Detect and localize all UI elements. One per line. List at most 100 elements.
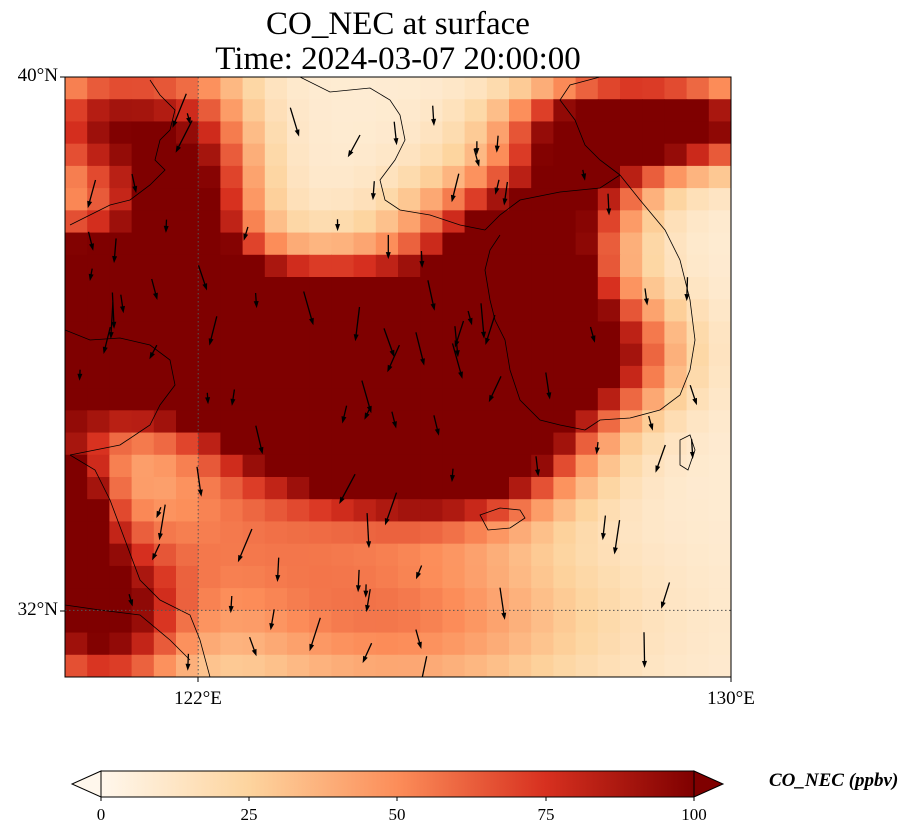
field-cell (176, 454, 199, 478)
field-cell (353, 343, 377, 367)
field-cell (420, 565, 443, 589)
field-cell (109, 477, 133, 500)
field-cell (131, 610, 155, 634)
field-cell (287, 654, 310, 677)
field-cell (420, 654, 443, 677)
field-cell (664, 188, 688, 211)
field-cell (420, 432, 443, 456)
field-cell (464, 77, 488, 100)
field-cell (420, 388, 443, 411)
field-cell (131, 143, 155, 167)
field-cell (198, 610, 221, 634)
field-cell (220, 232, 244, 256)
field-cell (264, 99, 288, 123)
field-cell (331, 165, 355, 189)
field-cell (664, 632, 688, 656)
wind-arrow (370, 181, 376, 201)
field-cell (420, 210, 443, 234)
coastline-segment (299, 77, 486, 231)
field-cell (331, 432, 355, 456)
field-cell (708, 543, 731, 567)
field-cell (553, 254, 577, 278)
field-cell (420, 454, 443, 478)
field-cell (575, 165, 599, 189)
field-cell (109, 99, 133, 123)
field-cell (109, 277, 133, 300)
field-cell (708, 165, 731, 189)
field-cell (597, 343, 621, 367)
field-cell (664, 343, 688, 367)
field-cell (708, 277, 731, 300)
field-cell (664, 654, 688, 677)
field-cell (509, 343, 532, 367)
coastline-segment (484, 234, 586, 431)
wind-arrow (111, 292, 117, 329)
wind-arrow (185, 653, 191, 671)
field-cell (309, 565, 332, 589)
field-cell (87, 343, 110, 367)
field-cell (242, 499, 266, 523)
field-cell (264, 388, 288, 411)
field-cell (642, 232, 665, 256)
field-cell (553, 388, 577, 411)
field-cell (597, 299, 621, 323)
field-cell (65, 188, 88, 211)
field-cell (575, 143, 599, 167)
field-cell (597, 188, 621, 211)
field-cell (553, 210, 577, 234)
wind-arrow (366, 513, 372, 549)
field-cell (109, 588, 133, 611)
field-cell (398, 543, 421, 567)
field-cell (575, 565, 599, 589)
field-cell (309, 521, 332, 545)
field-cell (420, 165, 443, 189)
field-cell (242, 121, 266, 145)
field-cell (686, 521, 710, 545)
wind-arrow (589, 326, 596, 343)
field-cell (309, 610, 332, 634)
colorbar-tick-0: 0 (96, 805, 106, 824)
field-cell (509, 299, 532, 323)
field-cell (575, 632, 599, 656)
field-cell (176, 432, 199, 456)
field-cell (620, 254, 643, 278)
field-cell (420, 143, 443, 167)
field-cell (464, 254, 488, 278)
field-cell (242, 188, 266, 211)
field-cell (220, 321, 244, 345)
coastline-segment (559, 77, 621, 176)
wind-arrow (205, 392, 211, 405)
field-cell (442, 565, 466, 589)
field-cell (398, 232, 421, 256)
field-cell (264, 654, 288, 677)
field-cell (442, 365, 466, 389)
field-cell (486, 477, 510, 500)
field-cell (553, 588, 577, 611)
field-cell (553, 188, 577, 211)
field-cell (642, 277, 665, 300)
field-cell (398, 210, 421, 234)
field-cell (553, 410, 577, 434)
field-cell (553, 277, 577, 300)
field-cell (575, 299, 599, 323)
field-cell (398, 254, 421, 278)
field-cell (442, 188, 466, 211)
field-cell (442, 654, 466, 677)
field-cell (220, 454, 244, 478)
field-cell (575, 277, 599, 300)
field-cell (198, 121, 221, 145)
wind-arrow (648, 415, 654, 431)
wind-arrow (384, 492, 398, 526)
field-cell (531, 232, 554, 256)
field-cell (442, 277, 466, 300)
field-cell (198, 343, 221, 367)
field-cell (176, 632, 199, 656)
field-cell (442, 543, 466, 567)
field-cell (642, 499, 665, 523)
field-cell (87, 99, 110, 123)
field-cell (198, 543, 221, 567)
field-cell (375, 521, 399, 545)
field-cell (87, 77, 110, 100)
field-cell (198, 277, 221, 300)
field-cell (597, 432, 621, 456)
